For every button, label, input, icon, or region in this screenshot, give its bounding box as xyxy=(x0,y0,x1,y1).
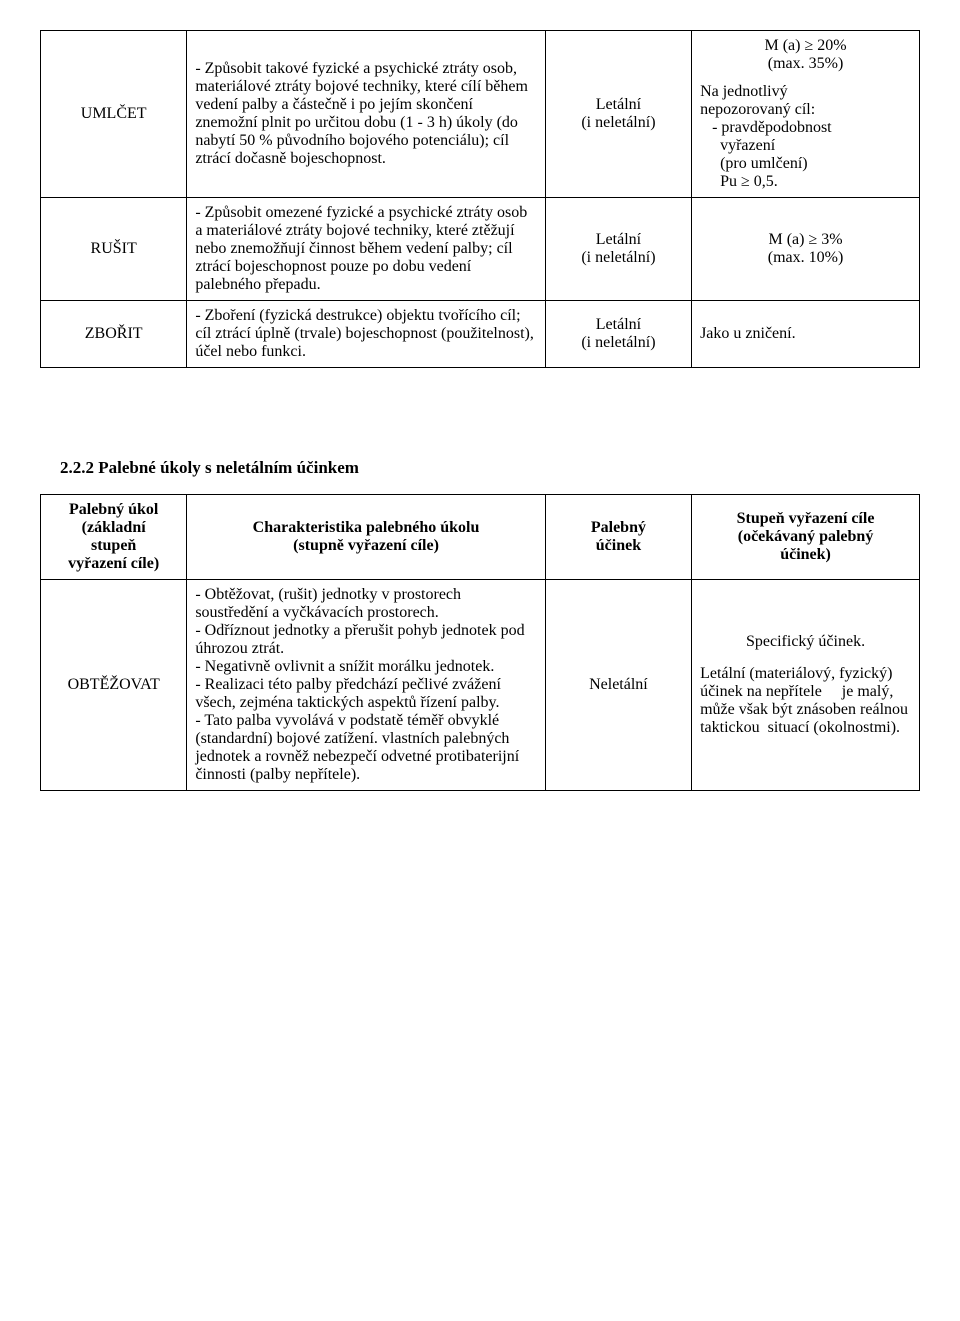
cell-task-desc: - Obtěžovat, (rušit) jednotky v prostore… xyxy=(187,580,545,791)
table-row: RUŠIT - Způsobit omezené fyzické a psych… xyxy=(41,198,920,301)
text: Palebný účinek xyxy=(591,519,646,554)
col-header: Palebný účinek xyxy=(545,495,691,580)
cell-task-name: OBTĚŽOVAT xyxy=(41,580,187,791)
table-row: ZBOŘIT - Zboření (fyzická destrukce) obj… xyxy=(41,301,920,368)
text-line: Na jednotlivý xyxy=(700,83,911,101)
table-fire-tasks-lethal: UMLČET - Způsobit takové fyzické a psych… xyxy=(40,30,920,368)
text: Charakteristika palebného úkolu (stupně … xyxy=(253,519,480,554)
text-line: Specifický účinek. xyxy=(700,633,911,651)
cell-result: M (a) ≥ 3% (max. 10%) xyxy=(692,198,920,301)
cell-task-desc: - Zboření (fyzická destrukce) objektu tv… xyxy=(187,301,545,368)
text: Stupeň vyřazení cíle (očekávaný palebný … xyxy=(737,510,875,563)
table-fire-tasks-nonlethal: Palebný úkol (základní stupeň vyřazení c… xyxy=(40,494,920,791)
cell-task-desc: - Způsobit takové fyzické a psychické zt… xyxy=(187,31,545,198)
text-line: Pu ≥ 0,5. xyxy=(700,173,911,191)
text-line: nepozorovaný cíl: xyxy=(700,101,911,119)
text-line: (max. 35%) xyxy=(700,55,911,73)
text-line: Letální (materiálový, fyzický) účinek na… xyxy=(700,665,911,737)
cell-task-name: UMLČET xyxy=(41,31,187,198)
cell-task-name: ZBOŘIT xyxy=(41,301,187,368)
table-row: UMLČET - Způsobit takové fyzické a psych… xyxy=(41,31,920,198)
text: Letální (i neletální) xyxy=(581,316,655,351)
text: - Způsobit takové fyzické a psychické zt… xyxy=(195,60,532,167)
text-line: - pravděpodobnost xyxy=(700,119,911,137)
cell-result: M (a) ≥ 20%(max. 35%) Na jednotlivýnepozo… xyxy=(692,31,920,198)
text: UMLČET xyxy=(81,105,147,122)
cell-task-desc: - Způsobit omezené fyzické a psychické z… xyxy=(187,198,545,301)
cell-effect: Letální (i neletální) xyxy=(545,198,691,301)
text-line: vyřazení xyxy=(700,137,911,155)
text: RUŠIT xyxy=(91,240,137,257)
cell-result: Specifický účinek. Letální (materiálový, … xyxy=(692,580,920,791)
table-header-row: Palebný úkol (základní stupeň vyřazení c… xyxy=(41,495,920,580)
text: - Zboření (fyzická destrukce) objektu tv… xyxy=(195,307,538,360)
cell-effect: Letální (i neletální) xyxy=(545,31,691,198)
cell-result: Jako u zničení. xyxy=(692,301,920,368)
text: Letální (i neletální) xyxy=(581,231,655,266)
col-header: Stupeň vyřazení cíle (očekávaný palebný … xyxy=(692,495,920,580)
col-header: Charakteristika palebného úkolu (stupně … xyxy=(187,495,545,580)
cell-effect: Letální (i neletální) xyxy=(545,301,691,368)
text-line: M (a) ≥ 20% xyxy=(700,37,911,55)
text: Letální (i neletální) xyxy=(581,96,655,131)
text: M (a) ≥ 3% (max. 10%) xyxy=(768,231,844,266)
col-header: Palebný úkol (základní stupeň vyřazení c… xyxy=(41,495,187,580)
text: OBTĚŽOVAT xyxy=(68,676,160,693)
text: ZBOŘIT xyxy=(85,325,143,342)
text: Jako u zničení. xyxy=(700,325,796,342)
text: - Obtěžovat, (rušit) jednotky v prostore… xyxy=(195,586,528,783)
table-row: OBTĚŽOVAT - Obtěžovat, (rušit) jednotky … xyxy=(41,580,920,791)
section-heading: 2.2.2 Palebné úkoly s neletálním účinkem xyxy=(60,458,920,478)
text: Palebný úkol (základní stupeň vyřazení c… xyxy=(68,501,159,572)
text: Neletální xyxy=(589,676,648,693)
cell-task-name: RUŠIT xyxy=(41,198,187,301)
text: - Způsobit omezené fyzické a psychické z… xyxy=(195,204,531,293)
cell-effect: Neletální xyxy=(545,580,691,791)
text-line: (pro umlčení) xyxy=(700,155,911,173)
